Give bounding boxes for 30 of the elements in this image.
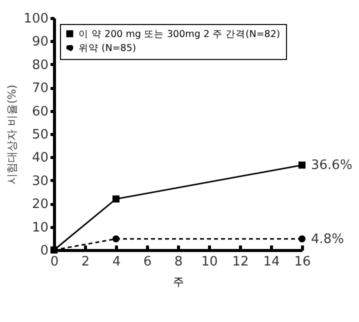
legend-label: 위약 (N=85) <box>78 42 136 54</box>
x-tick-label: 8 <box>174 254 183 270</box>
y-tick-label: 50 <box>32 128 48 142</box>
legend-label: 이 약 200 mg 또는 300mg 2 주 간격(N=82) <box>78 28 280 40</box>
y-tick-label: 40 <box>32 150 48 166</box>
y-tick-label: 0 <box>40 244 48 258</box>
x-tick-label: 14 <box>263 254 280 270</box>
y-tick-label: 60 <box>32 104 48 120</box>
y-tick-label: 20 <box>32 197 48 212</box>
y-tick-label: 80 <box>32 58 48 73</box>
data-label: 36.6% <box>311 158 352 174</box>
x-tick-label: 4 <box>112 254 121 270</box>
x-tick-label: 12 <box>232 254 249 270</box>
x-tick-label: 0 <box>50 254 59 270</box>
point <box>298 162 306 169</box>
y-tick-label: 10 <box>32 220 48 236</box>
x-tick-label: 2 <box>81 254 90 270</box>
point <box>298 235 306 242</box>
point <box>112 235 120 242</box>
x-tick-label: 6 <box>143 254 152 270</box>
y-tick-label: 70 <box>32 81 48 96</box>
y-tick-label: 30 <box>32 174 48 189</box>
x-axis-title: 주 <box>173 276 184 288</box>
x-tick-label: 16 <box>294 254 311 270</box>
point <box>112 195 120 202</box>
y-tick-label: 100 <box>24 12 48 26</box>
x-tick-label: 10 <box>201 254 218 270</box>
y-tick-label: 90 <box>32 34 48 50</box>
y-axis-title: 시험대상자 비율(%) <box>6 84 19 184</box>
data-label: 4.8% <box>311 232 344 247</box>
